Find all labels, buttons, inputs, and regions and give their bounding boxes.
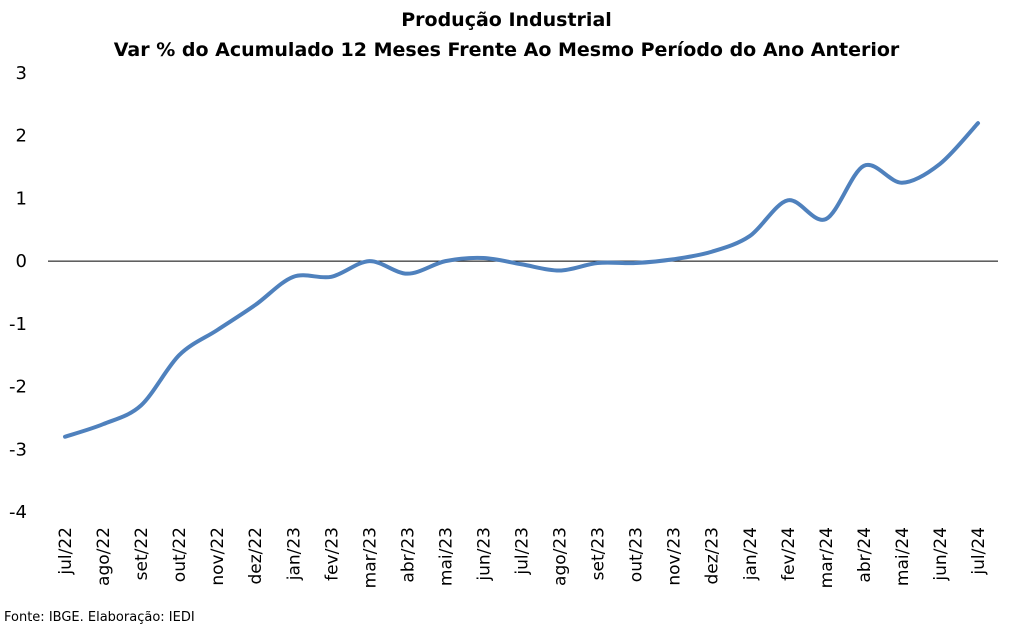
- data-point: [291, 275, 295, 279]
- data-point: [405, 272, 409, 276]
- x-tick-label: jan/24: [741, 527, 761, 581]
- y-tick-label: 1: [16, 188, 27, 209]
- series-line: [63, 121, 980, 439]
- x-tick-label: jan/23: [284, 527, 304, 581]
- x-tick-label: jun/23: [474, 527, 494, 582]
- data-point: [824, 217, 828, 221]
- x-tick-label: abr/24: [855, 527, 875, 583]
- x-axis: jul/22 ago/22 set/22 out/22 nov/22 dez/22 jan/…: [56, 527, 989, 588]
- y-tick-label: 2: [16, 126, 27, 147]
- x-tick-label: out/22: [170, 527, 190, 582]
- source-note: Fonte: IBGE. Elaboração: IEDI: [4, 610, 195, 625]
- x-tick-label: jul/22: [56, 527, 76, 576]
- x-tick-label: jun/24: [931, 527, 951, 582]
- x-tick-label: ago/23: [551, 527, 571, 586]
- x-tick-label: mar/23: [360, 527, 380, 588]
- x-tick-label: nov/23: [665, 527, 685, 586]
- y-tick-label: -2: [9, 377, 27, 398]
- data-point: [596, 261, 600, 265]
- data-point: [710, 250, 714, 254]
- y-tick-label: 0: [16, 251, 27, 272]
- x-tick-label: jul/24: [969, 527, 989, 576]
- x-tick-label: nov/22: [208, 527, 228, 586]
- y-tick-label: -3: [9, 439, 27, 460]
- data-point: [520, 262, 524, 266]
- y-tick-label: -1: [9, 314, 27, 335]
- chart-title: Produção Industrial: [401, 9, 612, 31]
- y-tick-label: -4: [9, 502, 27, 523]
- data-point: [177, 353, 181, 357]
- x-tick-label: mai/23: [436, 527, 456, 586]
- x-tick-label: ago/22: [94, 527, 114, 586]
- y-tick-label: 3: [16, 63, 27, 84]
- x-tick-label: set/23: [589, 527, 609, 580]
- x-tick-label: fev/23: [322, 527, 342, 581]
- data-point: [976, 121, 980, 125]
- data-point: [900, 181, 904, 185]
- data-point: [63, 435, 67, 439]
- data-point: [938, 162, 942, 166]
- data-point: [862, 164, 866, 168]
- x-tick-label: mai/24: [893, 527, 913, 586]
- data-point: [329, 275, 333, 279]
- x-tick-label: abr/23: [398, 527, 418, 583]
- series-layer: [63, 121, 980, 439]
- y-axis: 3 2 1 0 -1 -2 -3 -4: [9, 63, 27, 523]
- x-tick-label: mar/24: [817, 527, 837, 588]
- x-tick-label: dez/22: [246, 527, 266, 585]
- data-point: [558, 269, 562, 273]
- x-tick-label: set/22: [132, 527, 152, 580]
- data-point: [672, 257, 676, 261]
- x-tick-label: dez/23: [703, 527, 723, 585]
- x-tick-label: jul/23: [513, 527, 533, 576]
- data-point: [634, 261, 638, 265]
- chart-subtitle: Var % do Acumulado 12 Meses Frente Ao Me…: [113, 39, 900, 61]
- x-tick-label: fev/24: [779, 527, 799, 581]
- data-point: [253, 303, 257, 307]
- data-point: [748, 234, 752, 238]
- data-point: [139, 403, 143, 407]
- x-tick-label: out/23: [627, 527, 647, 582]
- data-point: [443, 259, 447, 263]
- data-point: [215, 328, 219, 332]
- data-point: [481, 256, 485, 260]
- data-point: [367, 259, 371, 263]
- data-point: [786, 198, 790, 202]
- data-point: [101, 422, 105, 426]
